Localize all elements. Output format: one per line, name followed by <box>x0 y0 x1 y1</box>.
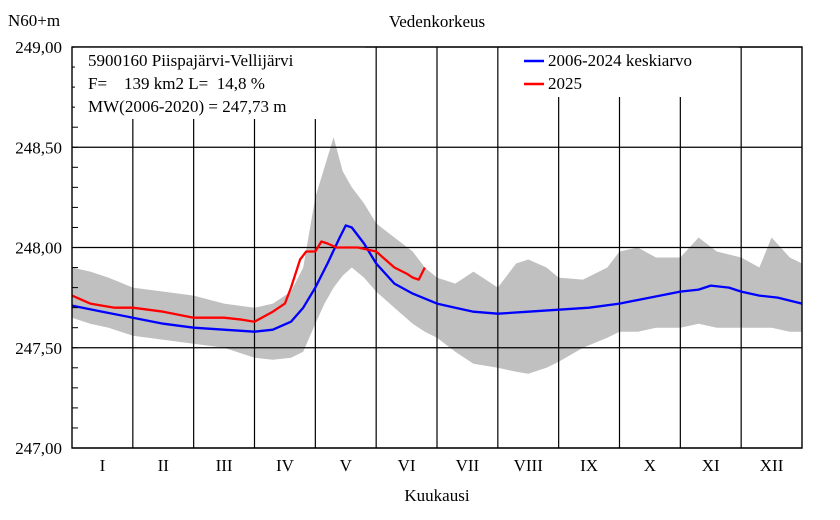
info-box <box>75 47 365 119</box>
y-tick-label: 247,50 <box>15 339 62 358</box>
series-layer <box>71 224 803 333</box>
legend-label-current: 2025 <box>548 74 582 93</box>
month-label: XI <box>702 456 720 475</box>
y-tick-label: 248,50 <box>15 138 62 157</box>
month-label-layer: I II III IV V VI VII VIII IX X XI XII <box>100 456 784 475</box>
month-label: VIII <box>514 456 544 475</box>
month-label: X <box>644 456 656 475</box>
legend <box>520 47 738 97</box>
y-tick-label: 247,00 <box>15 439 62 458</box>
plot-frame-layer <box>71 46 803 449</box>
month-label: I <box>100 456 106 475</box>
month-label: II <box>158 456 170 475</box>
month-label: III <box>216 456 233 475</box>
chart-title: Vedenkorkeus <box>389 12 485 31</box>
y-axis-label: N60+m <box>8 11 60 30</box>
station-name: 5900160 Piispajärvi-Vellijärvi <box>88 51 294 70</box>
y-tick-layer: 247,00 247,50 248,00 248,50 249,00 <box>15 38 78 458</box>
month-label: VI <box>398 456 416 475</box>
month-label: VII <box>456 456 480 475</box>
legend-label-mean: 2006-2024 keskiarvo <box>548 51 692 70</box>
plot-frame <box>71 46 803 449</box>
y-tick-label: 248,00 <box>15 239 62 258</box>
mean-level-info: MW(2006-2020) = 247,73 m <box>88 97 286 116</box>
series-line-1 <box>71 240 426 323</box>
series-line-0 <box>71 224 803 333</box>
x-axis-label: Kuukausi <box>404 486 469 505</box>
month-label: IX <box>580 456 598 475</box>
area-info: F= 139 km2 L= 14,8 % <box>88 74 265 93</box>
y-tick-label: 249,00 <box>15 38 62 57</box>
month-label: IV <box>276 456 295 475</box>
month-label: XII <box>760 456 784 475</box>
month-label: V <box>340 456 353 475</box>
